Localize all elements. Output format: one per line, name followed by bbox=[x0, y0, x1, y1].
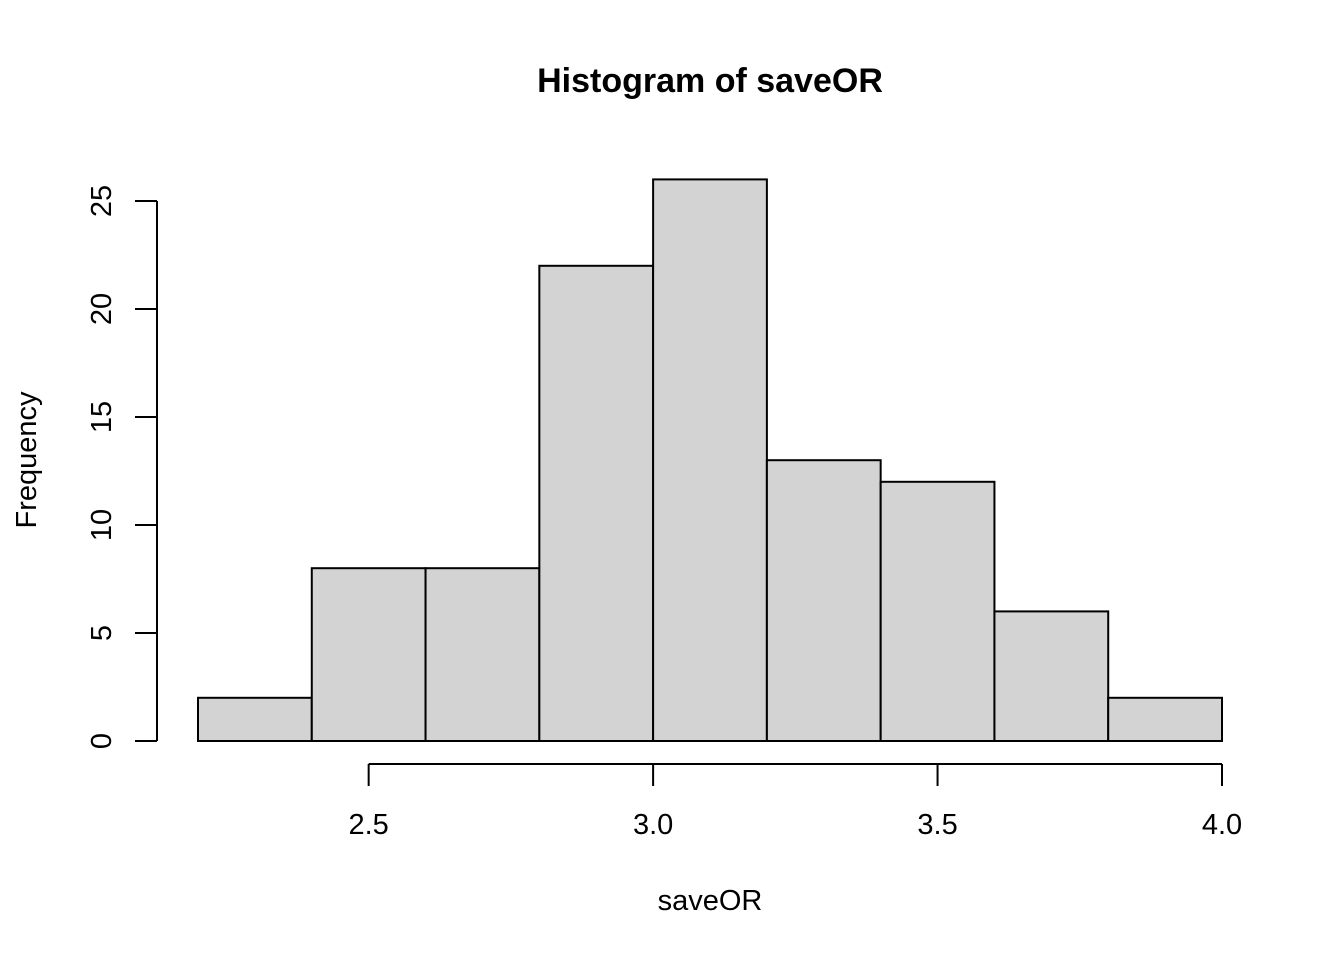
y-tick-label: 25 bbox=[86, 185, 118, 217]
histogram-bar bbox=[424, 567, 541, 743]
y-axis: 0 5 10 15 20 25 bbox=[86, 185, 158, 749]
x-axis-title: saveOR bbox=[658, 885, 763, 917]
x-tick-label: 3.0 bbox=[633, 809, 673, 841]
histogram-bars bbox=[197, 178, 1223, 743]
histogram-bar bbox=[538, 264, 655, 742]
y-tick-label: 0 bbox=[86, 733, 118, 749]
histogram-bar bbox=[310, 567, 427, 743]
y-tick-label: 15 bbox=[86, 401, 118, 433]
x-tick-label: 2.5 bbox=[349, 809, 389, 841]
y-tick-label: 10 bbox=[86, 509, 118, 541]
y-tick-label: 20 bbox=[86, 293, 118, 325]
histogram-bar bbox=[1107, 696, 1223, 742]
histogram-bar bbox=[993, 610, 1110, 743]
x-tick-label: 3.5 bbox=[917, 809, 957, 841]
histogram-bar bbox=[197, 696, 313, 742]
histogram-bar bbox=[765, 459, 882, 742]
chart-title: Histogram of saveOR bbox=[537, 62, 883, 100]
histogram-bar bbox=[652, 178, 768, 742]
x-axis: 2.5 3.0 3.5 4.0 bbox=[349, 763, 1242, 841]
x-tick-label: 4.0 bbox=[1202, 809, 1242, 841]
y-tick-label: 5 bbox=[86, 625, 118, 641]
histogram-bar bbox=[879, 480, 996, 742]
y-axis-title: Frequency bbox=[11, 391, 43, 529]
